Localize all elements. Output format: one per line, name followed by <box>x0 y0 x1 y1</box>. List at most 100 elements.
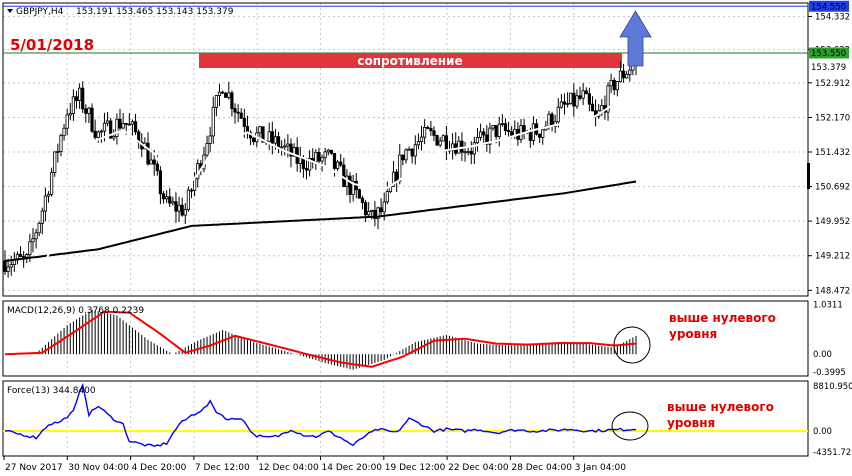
candle-body <box>572 92 576 107</box>
candle-body <box>115 118 119 137</box>
candle-body <box>559 101 563 108</box>
candle-body <box>357 189 361 199</box>
candle-body <box>59 135 63 152</box>
candle-body <box>31 238 35 243</box>
candle-body <box>438 140 442 146</box>
candle-body <box>385 191 389 203</box>
candle-body <box>183 209 187 216</box>
candle-body <box>615 81 619 91</box>
candle-body <box>78 87 82 101</box>
candle-body <box>569 92 573 104</box>
time-label: 7 Dec 12:00 <box>195 463 250 473</box>
candle-body <box>84 108 88 114</box>
candle-body <box>81 87 85 110</box>
price-tick-label: 148.472 <box>815 286 850 296</box>
candle-body <box>56 151 60 153</box>
time-label: 19 Dec 12:00 <box>385 463 446 473</box>
candle-body <box>547 113 551 127</box>
candle-body <box>391 171 396 187</box>
candle-body <box>360 197 365 203</box>
force-index-line <box>4 382 636 447</box>
candle-body <box>121 123 125 129</box>
candle-body <box>124 123 128 125</box>
candle-body <box>463 151 467 154</box>
candle-body <box>491 125 495 129</box>
dropdown-triangle-icon[interactable] <box>7 9 13 13</box>
candle-body <box>292 147 296 157</box>
candle-body <box>161 193 166 200</box>
candle-body <box>43 195 48 212</box>
candle-body <box>587 93 591 105</box>
candle-body <box>152 159 156 165</box>
candle-body <box>224 92 228 98</box>
candle-body <box>205 143 209 156</box>
candle-body <box>68 113 72 116</box>
candle-body <box>329 149 333 154</box>
candle-body <box>506 130 511 133</box>
candle-body <box>618 70 623 82</box>
candle-body <box>50 172 54 195</box>
candle-body <box>342 164 346 188</box>
time-label: 12 Dec 04:00 <box>258 463 319 473</box>
candle-body <box>426 127 430 129</box>
candle-body <box>127 123 131 126</box>
force-tick-label: -4351.726 <box>813 448 852 458</box>
candle-body <box>18 253 23 257</box>
candle-body <box>503 123 508 131</box>
candle-body <box>348 175 352 195</box>
candle-body <box>25 254 29 258</box>
candle-body <box>273 136 278 144</box>
price-badge-label: 153.550 <box>811 49 846 59</box>
price-tick-label: 152.912 <box>815 79 850 89</box>
candle-body <box>612 79 616 91</box>
candle-body <box>416 141 421 146</box>
price-grid <box>3 3 808 296</box>
candle-body <box>34 232 38 240</box>
candle-body <box>609 79 613 87</box>
candle-body <box>112 136 116 139</box>
candle-body <box>165 196 169 200</box>
candle-body <box>435 134 439 146</box>
candle-body <box>270 131 274 144</box>
macd-panel[interactable] <box>2 300 809 377</box>
force-panel[interactable] <box>2 380 809 457</box>
candle-body <box>376 207 380 219</box>
sma-fast-line <box>35 91 637 285</box>
candle-body <box>236 111 240 114</box>
candle-body <box>550 113 554 127</box>
candle-body <box>6 266 10 272</box>
candle-body <box>118 118 122 129</box>
candle-body <box>289 143 293 157</box>
scroll-marker[interactable] <box>807 163 810 189</box>
candle-body <box>105 120 110 124</box>
candle-body <box>146 142 150 165</box>
candle-body <box>133 121 138 133</box>
price-panel[interactable] <box>2 2 809 297</box>
candle-body <box>482 131 486 136</box>
candle-body <box>214 95 218 108</box>
candle-body <box>395 171 399 182</box>
candle-body <box>252 137 256 143</box>
candle-body <box>149 159 153 165</box>
candle-body <box>155 163 159 172</box>
time-label: 28 Dec 04:00 <box>511 463 572 473</box>
candle-body <box>230 92 234 110</box>
force-note-line1: выше нулевого <box>667 400 774 414</box>
macd-tick-label: 1.0311 <box>813 300 843 310</box>
candle-body <box>531 123 536 141</box>
macd-histogram <box>7 309 637 370</box>
resistance-zone-box[interactable] <box>199 53 622 68</box>
macd-note-line1: выше нулевого <box>669 311 776 325</box>
candle-body <box>211 106 215 137</box>
candle-body <box>494 125 498 137</box>
candle-body <box>130 121 135 125</box>
candle-body <box>382 201 386 213</box>
candle-body <box>351 180 355 195</box>
time-label: 30 Nov 04:00 <box>68 463 129 473</box>
candle-body <box>298 157 302 164</box>
candle-body <box>538 133 542 138</box>
candle-body <box>109 120 113 139</box>
candle-body <box>283 145 287 148</box>
candle-body <box>22 256 26 258</box>
